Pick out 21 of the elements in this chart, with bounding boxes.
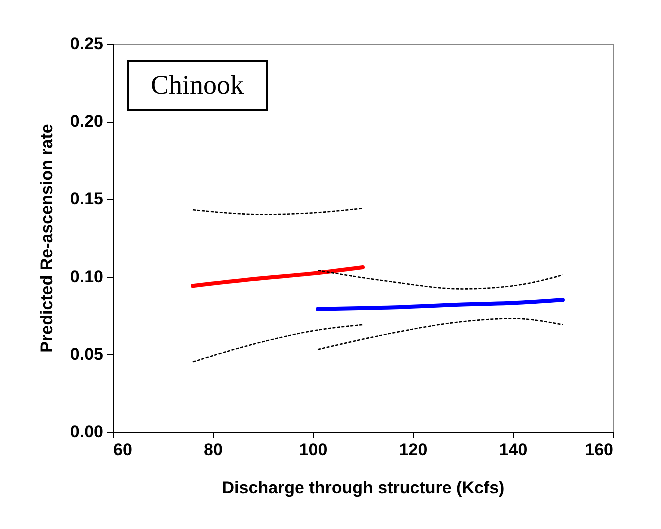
x-axis-title: Discharge through structure (Kcfs) <box>222 478 505 498</box>
line-series <box>192 208 364 216</box>
y-tick-label: 0.20 <box>70 112 104 132</box>
y-tick-label: 0.00 <box>70 422 104 442</box>
line-series <box>317 318 564 350</box>
y-tick-label: 0.15 <box>70 190 104 209</box>
line-series <box>317 270 564 290</box>
y-axis-title: Predicted Re-ascension rate <box>37 124 56 353</box>
y-tick-label: 0.05 <box>70 344 104 364</box>
line-series <box>191 265 365 288</box>
x-tick-label: 160 <box>585 440 614 460</box>
y-tick-label: 0.25 <box>70 34 104 54</box>
x-tick-label: 120 <box>399 440 428 460</box>
annotation: Chinook <box>127 60 268 111</box>
y-tick-label: 0.10 <box>70 267 104 286</box>
line-series <box>192 324 364 363</box>
x-tick-label: 60 <box>114 440 132 460</box>
x-tick-label: 80 <box>204 440 223 460</box>
line-series <box>316 298 565 312</box>
x-tick-label: 100 <box>299 440 328 460</box>
x-tick-label: 140 <box>499 440 528 460</box>
